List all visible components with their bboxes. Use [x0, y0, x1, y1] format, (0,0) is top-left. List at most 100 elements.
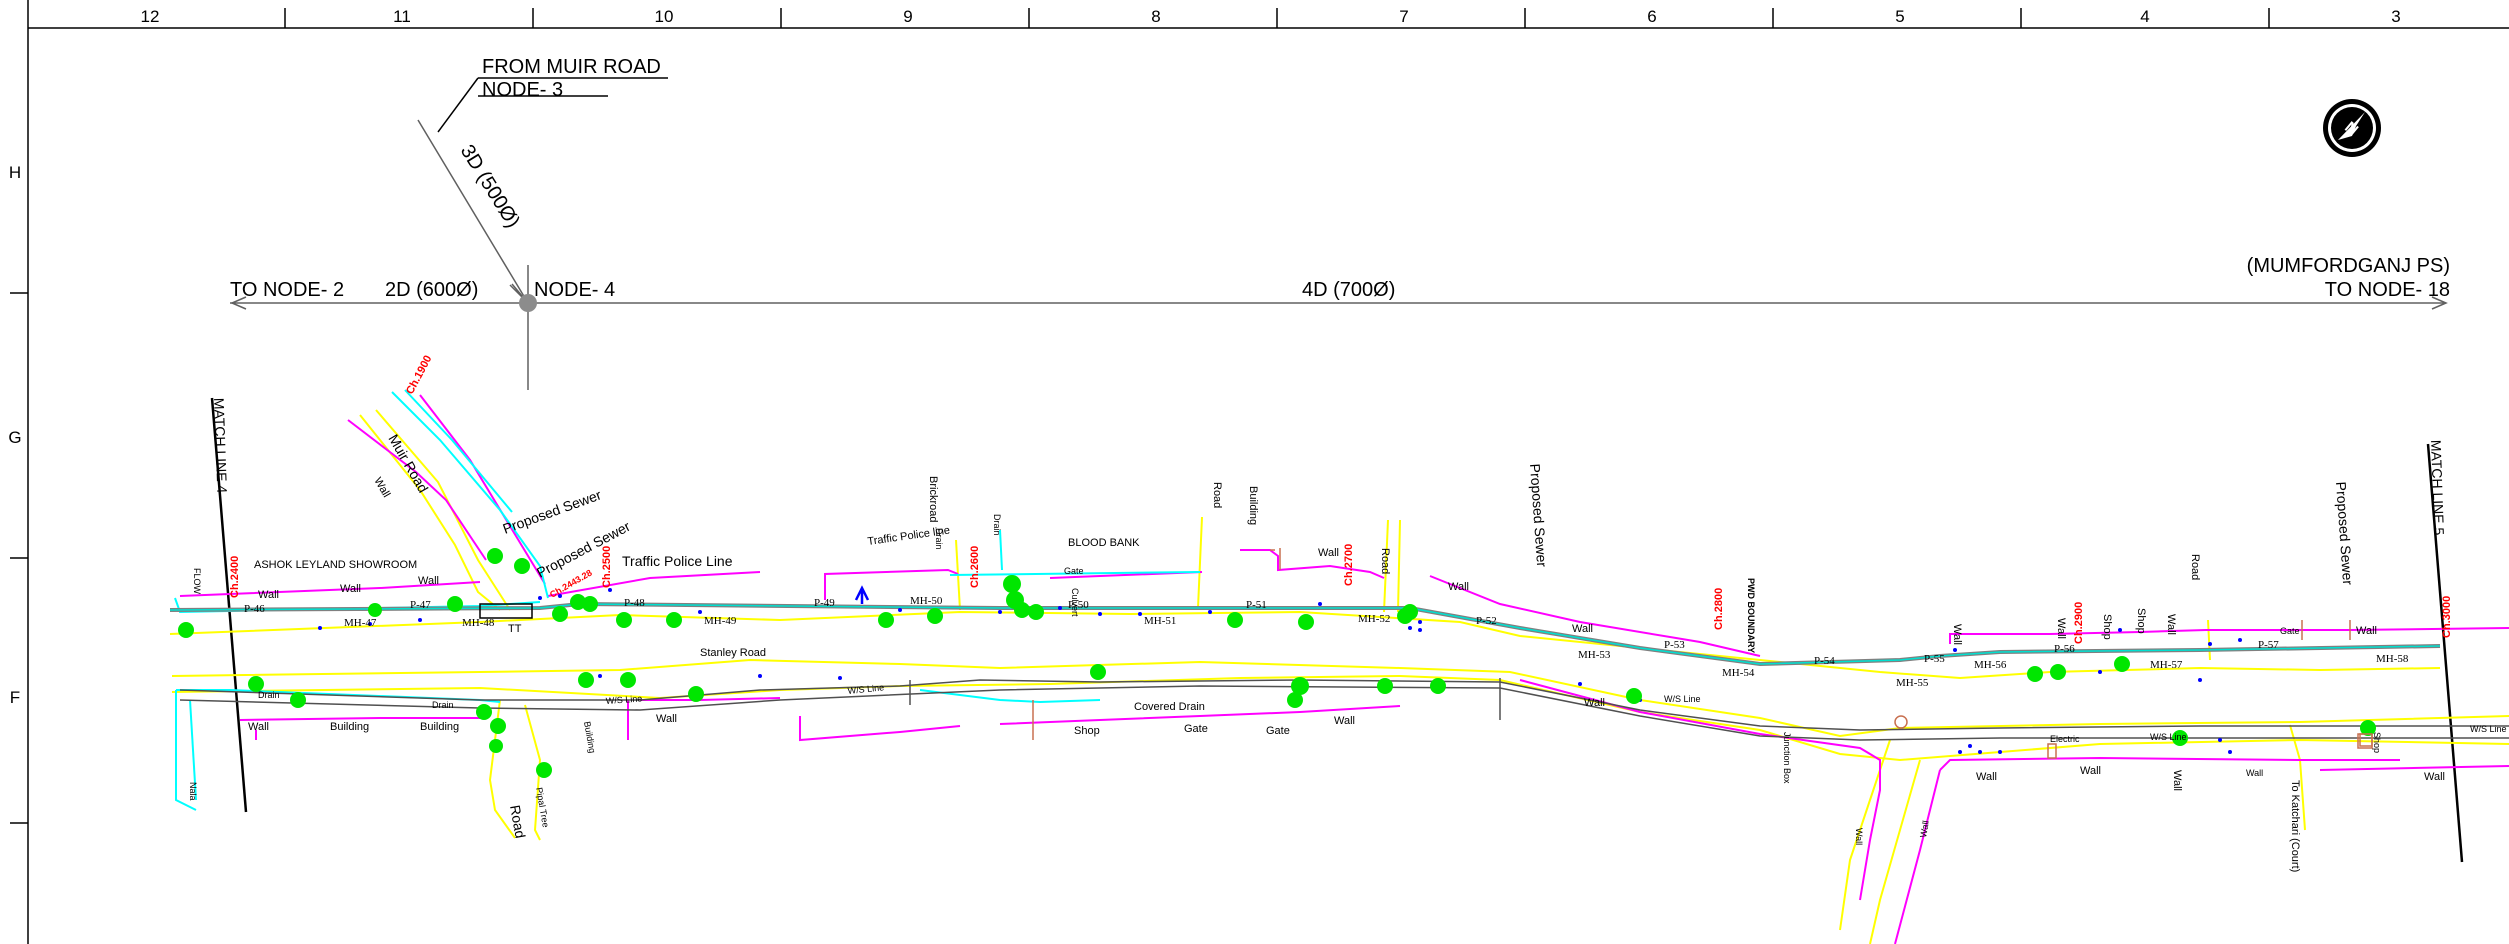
drain-label: Drain: [992, 514, 1002, 536]
pipe-label: P-52: [1476, 615, 1497, 627]
tree-icon: [1227, 612, 1243, 628]
wall-label: Wall: [340, 583, 361, 595]
tree-icon: [1291, 677, 1309, 695]
water-line-label: W/S Line: [1664, 694, 1701, 704]
shop-label: Shop: [2372, 732, 2382, 753]
proposed-sewer-label: Proposed Sewer: [2333, 481, 2356, 586]
manhole-label: MH-57: [2150, 659, 2183, 671]
shop-label: Shop: [1074, 725, 1100, 737]
traffic-police-line-label: Traffic Police Line: [622, 553, 733, 569]
tree-icon: [290, 692, 306, 708]
wall-label: Wall: [1584, 697, 1605, 709]
manhole-label: MH-52: [1358, 613, 1390, 625]
junction-box-label: Junction Box: [1782, 732, 1792, 784]
road-label: Road: [1379, 548, 1391, 574]
tree-icon: [2050, 664, 2066, 680]
pipe-label: P-46: [244, 603, 265, 615]
pipe-label: P-54: [1814, 655, 1835, 667]
node3-label: NODE- 3: [482, 79, 563, 101]
tree-icon: [1377, 678, 1393, 694]
tree-icon: [490, 718, 506, 734]
tree-icon: [1287, 692, 1303, 708]
tt-label: TT: [508, 623, 522, 635]
manhole-label: MH-55: [1896, 677, 1929, 689]
culvert-label: Culvert: [1070, 588, 1080, 617]
wall-label: Wall: [1572, 623, 1593, 635]
chainage-label: Ch.2700: [1343, 544, 1355, 586]
chainage-label: Ch.3000: [2441, 596, 2453, 638]
wall-label: Wall: [1334, 715, 1355, 727]
tree-icon: [552, 606, 568, 622]
pipe-label: P-47: [410, 599, 431, 611]
tree-icon: [2360, 720, 2376, 736]
tree-icon: [927, 608, 943, 624]
wall-label: Wall: [418, 575, 439, 587]
building-label: Building: [330, 721, 369, 733]
manhole-label: MH-54: [1722, 667, 1755, 679]
tree-icon: [1626, 688, 1642, 704]
wall-label: Wall: [371, 476, 392, 500]
gate-label: Gate: [1266, 725, 1290, 737]
pipe-label: P-50: [1068, 599, 1089, 611]
gate-label: Gate: [1184, 723, 1208, 735]
column-label: 10: [655, 7, 674, 26]
match-line-right: [2426, 443, 2464, 863]
wall-label: Wall: [2080, 765, 2101, 777]
drain-label: Drain: [934, 528, 944, 550]
tree-icon: [878, 612, 894, 628]
manhole-labels: MH-47 MH-48 MH-49 MH-50 MH-51 MH-52 MH-5…: [344, 595, 2409, 689]
tree-icon: [487, 548, 503, 564]
wall-label: Wall: [2055, 618, 2067, 639]
water-line-label: W/S Line: [847, 682, 884, 696]
drain-label: Drain: [258, 690, 280, 700]
pipe-label: P-55: [1924, 653, 1945, 665]
flow-arrow-icon: [854, 585, 870, 604]
wall-label: Wall: [2165, 614, 2177, 635]
gate-label: Gate: [2280, 626, 2300, 636]
tree-icon: [476, 704, 492, 720]
tree-icon: [368, 603, 382, 617]
tree-icon: [248, 676, 264, 692]
junction-box-icon: [1894, 715, 1908, 729]
row-label: G: [8, 428, 21, 447]
row-label: F: [10, 688, 20, 707]
column-label: 12: [141, 7, 160, 26]
tree-icon: [582, 596, 598, 612]
column-label: 11: [393, 7, 411, 26]
manhole-label: MH-49: [704, 615, 737, 627]
proposed-sewer-label: Proposed Sewer: [501, 486, 604, 537]
to-katchari-label: To Katchari (Court): [2289, 780, 2301, 872]
tree-icon: [2027, 666, 2043, 682]
column-label: 4: [2140, 7, 2149, 26]
tree-icon: [688, 686, 704, 702]
tree-icon: [616, 612, 632, 628]
chainage-label: Ch.2600: [969, 546, 981, 588]
manhole-label: MH-50: [910, 595, 943, 607]
pipe-label: P-51: [1246, 599, 1267, 611]
shop-label: Shop: [2101, 614, 2113, 640]
gate-label: Gate: [1064, 566, 1084, 576]
wall-label: Wall: [248, 721, 269, 733]
tree-icon: [1014, 602, 1030, 618]
pipe-3d-label: 3D (500Ø): [456, 141, 524, 232]
row-labels: H G F: [8, 163, 21, 707]
column-label: 9: [903, 7, 912, 26]
manhole-label: MH-56: [1974, 659, 2007, 671]
wall-label: Wall: [1448, 581, 1469, 593]
wall-label: Wall: [1976, 771, 1997, 783]
walls: [179, 394, 2509, 944]
covered-drain-label: Covered Drain: [1134, 701, 1205, 713]
chainage-label: Ch.2400: [229, 556, 241, 598]
chainage-label: Ch.2800: [1713, 588, 1725, 630]
manhole-label: MH-47: [344, 617, 377, 629]
pipe-label: P-49: [814, 597, 835, 609]
tree-icon: [1298, 614, 1314, 630]
road-label: Road: [2189, 554, 2201, 580]
column-label: 3: [2391, 7, 2400, 26]
wall-label: Wall: [2171, 770, 2183, 791]
column-label: 5: [1895, 7, 1904, 26]
sewer-line: [174, 389, 1201, 811]
flow-label: FLOW: [192, 568, 202, 595]
water-line-label: W/S Line: [2470, 724, 2507, 734]
drain-label: Drain: [432, 700, 454, 710]
